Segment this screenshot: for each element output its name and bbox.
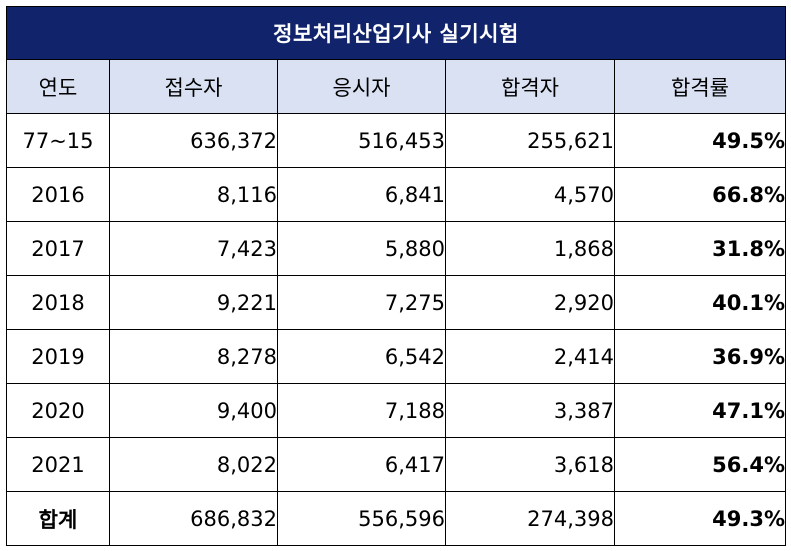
cell-total-label: 합계: [6, 491, 110, 546]
table-row: 2018 9,221 7,275 2,920 40.1%: [6, 275, 787, 330]
cell-applicants: 8,116: [109, 167, 278, 222]
cell-pass-rate: 31.8%: [613, 221, 787, 276]
total-row: 합계 686,832 556,596 274,398 49.3%: [6, 491, 787, 546]
cell-applicants: 9,400: [109, 383, 278, 438]
table-row: 2020 9,400 7,188 3,387 47.1%: [6, 383, 787, 438]
cell-passers: 2,414: [445, 329, 615, 384]
cell-total-applicants: 686,832: [109, 491, 278, 546]
cell-applicants: 9,221: [109, 275, 278, 330]
column-header-year: 연도: [6, 59, 110, 114]
header-row: 연도 접수자 응시자 합격자 합격률: [6, 59, 787, 114]
cell-total-passers: 274,398: [445, 491, 615, 546]
column-header-applicants: 접수자: [109, 59, 278, 114]
cell-examinees: 7,275: [277, 275, 446, 330]
cell-pass-rate: 66.8%: [613, 167, 787, 222]
column-header-examinees: 응시자: [277, 59, 446, 114]
cell-pass-rate: 47.1%: [613, 383, 787, 438]
table-row: 77~15 636,372 516,453 255,621 49.5%: [6, 113, 787, 168]
cell-applicants: 7,423: [109, 221, 278, 276]
cell-total-pass-rate: 49.3%: [613, 491, 787, 546]
cell-applicants: 8,022: [109, 437, 278, 492]
cell-total-examinees: 556,596: [277, 491, 446, 546]
cell-year: 77~15: [6, 113, 110, 168]
table-title: 정보처리산업기사 실기시험: [5, 6, 787, 60]
table-row: 2021 8,022 6,417 3,618 56.4%: [6, 437, 787, 492]
cell-examinees: 516,453: [277, 113, 446, 168]
table-row: 2017 7,423 5,880 1,868 31.8%: [6, 221, 787, 276]
cell-year: 2020: [6, 383, 110, 438]
cell-year: 2017: [6, 221, 110, 276]
cell-year: 2016: [6, 167, 110, 222]
exam-stats-table: 정보처리산업기사 실기시험 연도 접수자 응시자 합격자 합격률 77~15 6…: [5, 6, 787, 546]
cell-passers: 2,920: [445, 275, 615, 330]
cell-year: 2019: [6, 329, 110, 384]
cell-examinees: 7,188: [277, 383, 446, 438]
cell-pass-rate: 36.9%: [613, 329, 787, 384]
cell-pass-rate: 40.1%: [613, 275, 787, 330]
table-row: 2019 8,278 6,542 2,414 36.9%: [6, 329, 787, 384]
cell-examinees: 6,417: [277, 437, 446, 492]
cell-year: 2018: [6, 275, 110, 330]
column-header-pass-rate: 합격률: [613, 59, 787, 114]
cell-passers: 3,618: [445, 437, 615, 492]
cell-pass-rate: 56.4%: [613, 437, 787, 492]
cell-passers: 4,570: [445, 167, 615, 222]
cell-applicants: 8,278: [109, 329, 278, 384]
cell-examinees: 5,880: [277, 221, 446, 276]
title-row: 정보처리산업기사 실기시험: [5, 6, 787, 60]
cell-passers: 3,387: [445, 383, 615, 438]
cell-examinees: 6,542: [277, 329, 446, 384]
cell-pass-rate: 49.5%: [613, 113, 787, 168]
cell-applicants: 636,372: [109, 113, 278, 168]
cell-passers: 1,868: [445, 221, 615, 276]
column-header-passers: 합격자: [445, 59, 615, 114]
cell-examinees: 6,841: [277, 167, 446, 222]
cell-passers: 255,621: [445, 113, 615, 168]
cell-year: 2021: [6, 437, 110, 492]
table-row: 2016 8,116 6,841 4,570 66.8%: [6, 167, 787, 222]
